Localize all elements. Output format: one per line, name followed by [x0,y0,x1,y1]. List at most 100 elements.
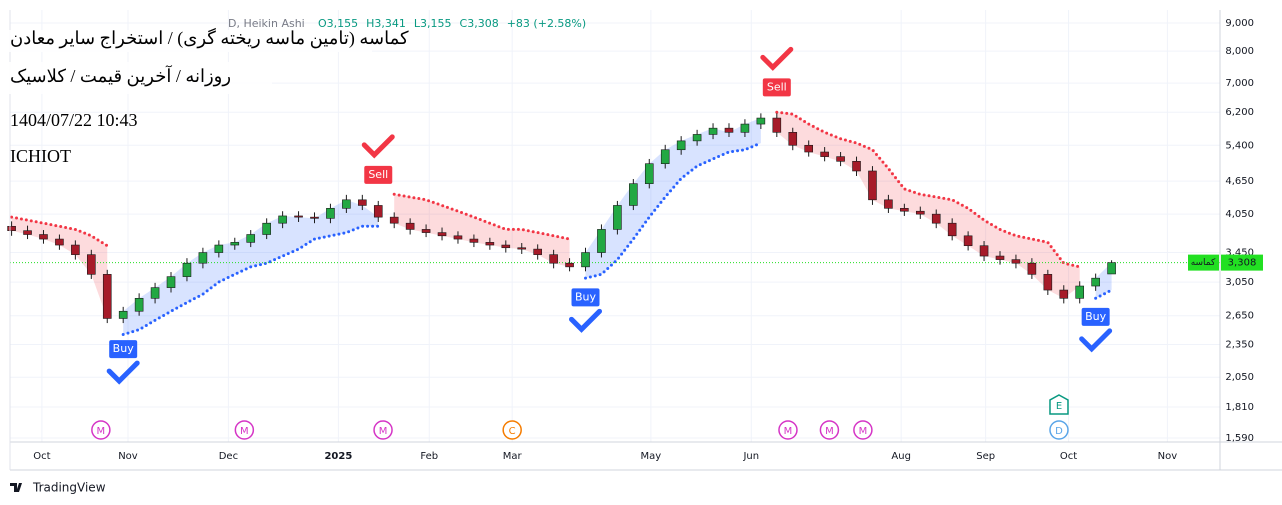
y-tick-label: 6,200 [1225,107,1254,118]
signal-box [762,78,791,97]
footer: TradingView [10,481,106,495]
candle-body [836,156,845,162]
candle-body [437,232,447,237]
y-tick-label: 4,650 [1225,176,1254,187]
y-tick-label: 2,050 [1225,372,1254,383]
candle-body [294,215,303,218]
event-marker [502,420,522,440]
candle-body [915,210,925,215]
candle-body [1091,277,1100,287]
event-marker [819,420,840,440]
y-tick-label: 2,650 [1225,311,1254,322]
candle-body [373,205,383,218]
signal-box [1081,307,1110,326]
candle-body [150,287,160,299]
candle-body [342,199,351,209]
candle-body [581,252,590,268]
candle-body [660,149,670,164]
signal-check [361,134,395,159]
candle-body [501,244,511,249]
candle-body [405,222,415,230]
x-tick-label: Jun [742,451,759,462]
y-tick-label: 1,810 [1225,402,1254,413]
legend-ohlc: O3,155 [318,17,358,30]
y-tick-label: 5,400 [1225,140,1254,151]
title-line: 1404/07/22 10:43 [10,110,138,130]
event-marker [234,420,255,440]
candle-body [692,134,702,142]
event-label: M [825,426,834,437]
event-label: C [509,426,516,437]
candle-body [326,208,335,219]
last-price-name: کماسه [1191,258,1216,268]
event-marker [778,420,798,440]
candle-body [166,276,176,288]
candle-body [71,244,80,255]
candle-body [597,229,606,253]
candle-body [756,117,766,125]
event-marker [1049,394,1069,415]
candle-body [868,170,877,201]
legend-ohlc: H3,341 [366,17,406,30]
candle-body [1107,262,1116,275]
event-marker [853,420,873,440]
y-tick-label: 3,050 [1225,277,1254,288]
title-line: کماسه (تامین ماسه ریخته گری) / استخراج س… [10,27,409,49]
candle-body [947,222,957,237]
x-tick-label: Oct [1060,451,1077,462]
event-marker [373,420,393,440]
candle-body [900,208,909,212]
legend-ohlc: C3,308 [460,17,499,30]
candle-body [1011,259,1021,264]
x-tick-label: 2025 [324,451,352,462]
candle-body [772,117,782,133]
candle-body [230,242,240,246]
candle-body [1027,262,1037,275]
event-marker [91,420,111,440]
event-label: M [379,426,388,437]
candle-body [549,254,558,264]
brand: TradingView [32,481,106,495]
signal-box [364,165,393,184]
band-fill [123,199,379,335]
candle-body [740,123,750,133]
candle-body [1043,274,1053,291]
event-marker [1049,420,1069,440]
candle-body [278,215,287,224]
y-tick-label: 9,000 [1225,18,1254,29]
x-tick-label: Oct [33,451,50,462]
band-fill [585,118,761,279]
candle-body [485,242,495,246]
x-tick-label: Mar [503,451,523,462]
last-price-label: 3,308 [1228,258,1257,269]
candle-body [358,199,367,206]
x-tick-label: Feb [420,451,438,462]
x-tick-label: Aug [891,451,911,462]
candle-body [469,238,479,243]
candle-body [198,252,208,264]
signal-label: Buy [1085,310,1107,323]
candle-body [39,234,48,240]
candle-body [629,183,638,206]
signal-label: Buy [113,342,135,355]
signal-box [109,340,138,359]
resistance-line [10,110,1082,269]
candle-body [565,262,574,268]
candle-body [23,230,32,235]
candle-body [820,151,829,157]
candle-body [724,127,734,133]
legend-ohlc: L3,155 [414,17,452,30]
last-price-box [1221,254,1263,271]
candle-body [1075,285,1085,299]
y-tick-label: 1,590 [1225,433,1254,444]
candle-body [644,163,654,184]
title-line: روزانه / آخرین قیمت / کلاسیک [10,65,231,87]
candle-body [533,248,542,255]
candle-body [453,235,463,240]
legend-style: D, Heikin Ashi [228,17,305,30]
candle-body [613,205,622,230]
candle-body [979,245,989,257]
y-tick-label: 8,000 [1225,46,1254,57]
event-label: E [1056,401,1062,412]
